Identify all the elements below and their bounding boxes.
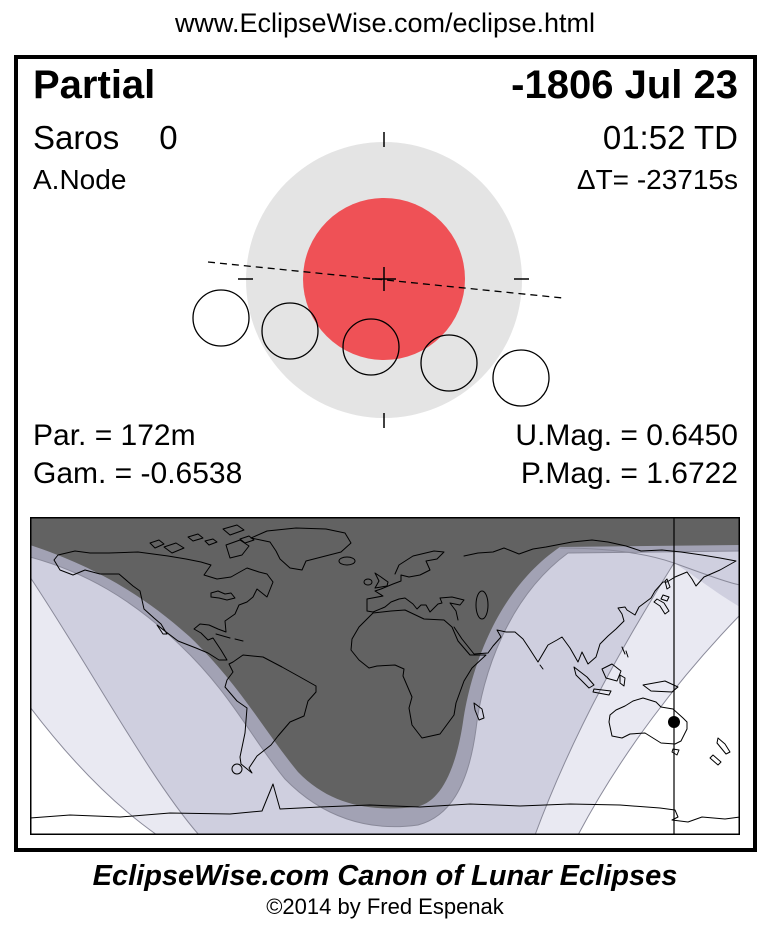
zone-entire-eclipse-visible <box>30 517 740 809</box>
moon-contact-circle <box>420 334 478 392</box>
visibility-map-svg <box>29 517 741 836</box>
eclipse-type-label: Partial <box>33 63 156 107</box>
axis-ticks <box>238 132 529 428</box>
delta-t-value: ΔT= -23715s <box>576 164 738 195</box>
moon-contact-circle <box>192 289 250 347</box>
parallax-stat: Par. = 172m <box>33 419 196 452</box>
eclipse-card: Partial -1806 Jul 23 Saros 0 01:52 TD A.… <box>14 55 757 852</box>
umbral-magnitude-stat: U.Mag. = 0.6450 <box>515 419 738 452</box>
saros-value: 0 <box>159 119 178 156</box>
eclipse-geometry-diagram <box>192 132 564 428</box>
moon-contact-circle <box>492 349 550 407</box>
page-url-text: www.EclipseWise.com/eclipse.html <box>174 8 596 38</box>
coastlines <box>29 524 741 823</box>
moon-contact-circle <box>342 318 400 376</box>
canon-title: EclipseWise.com Canon of Lunar Eclipses <box>92 860 678 892</box>
stats-left-column: Par. = 172m Gam. = -0.6538 <box>33 417 242 493</box>
greatest-eclipse-time: 01:52 TD <box>602 119 738 156</box>
map-border <box>30 517 740 835</box>
moon-contact-circle <box>261 302 319 360</box>
saros-row: Saros 0 <box>33 119 178 157</box>
moon-positions <box>192 289 550 407</box>
copyright-text: ©2014 by Fred Espenak <box>266 894 504 919</box>
greatest-eclipse-dot <box>668 716 680 728</box>
penumbral-magnitude-stat: P.Mag. = 1.6722 <box>520 457 738 490</box>
node-label: A.Node <box>33 164 127 195</box>
visibility-map <box>29 517 741 836</box>
eclipse-date-label: -1806 Jul 23 <box>511 63 738 107</box>
saros-label: Saros <box>33 119 120 156</box>
gamma-stat: Gam. = -0.6538 <box>33 457 243 490</box>
stats-right-column: U.Mag. = 0.6450 P.Mag. = 1.6722 <box>515 417 738 493</box>
